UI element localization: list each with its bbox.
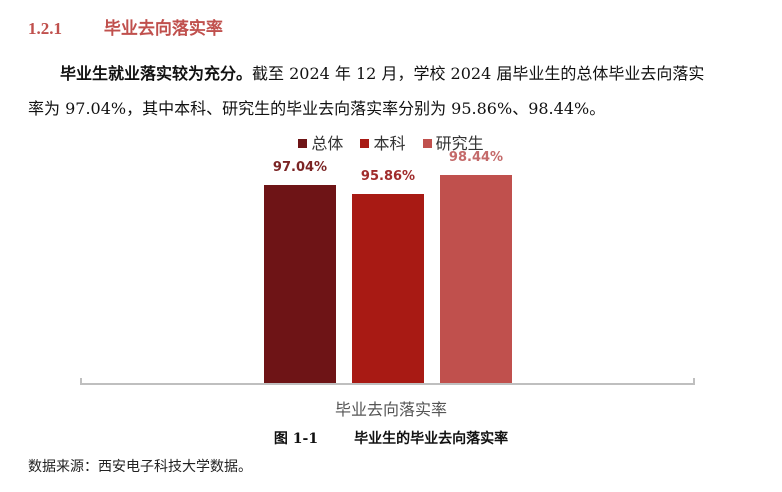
figure-caption: 图 1-1 毕业生的毕业去向落实率 — [0, 428, 782, 448]
section-number: 1.2.1 — [28, 19, 62, 38]
bar-2 — [440, 175, 512, 384]
bar-0 — [264, 185, 336, 384]
paragraph-line-1: 毕业生就业落实较为充分。截至 2024 年 12 月，学校 2024 届毕业生的… — [28, 56, 748, 91]
bar-value-label-2: 98.44% — [448, 150, 504, 165]
legend-label-total: 总体 — [311, 134, 344, 153]
chart-legend: 总体 本科 研究生 — [0, 130, 782, 154]
figure-number: 图 1-1 — [273, 431, 319, 447]
data-source-note: 数据来源：西安电子科技大学数据。 — [28, 459, 252, 475]
section-heading: 1.2.1 毕业去向落实率 — [28, 14, 223, 39]
body-paragraph: 毕业生就业落实较为充分。截至 2024 年 12 月，学校 2024 届毕业生的… — [28, 56, 748, 126]
bar-value-label-0: 97.04% — [272, 160, 328, 175]
legend-label-graduate: 研究生 — [435, 134, 484, 153]
legend-item-total: 总体 — [298, 130, 343, 154]
legend-item-undergrad: 本科 — [360, 130, 406, 154]
legend-swatch-graduate — [422, 139, 432, 148]
x-axis-category-label: 毕业去向落实率 — [334, 400, 447, 419]
paragraph-line-2: 率为 97.04%，其中本科、研究生的毕业去向落实率分别为 95.86%、98.… — [28, 99, 606, 118]
paragraph-lead: 毕业生就业落实较为充分。 — [60, 64, 253, 83]
legend-item-graduate: 研究生 — [422, 130, 484, 154]
x-axis-tick-left — [80, 378, 82, 385]
legend-swatch-undergrad — [360, 139, 370, 148]
section-title: 毕业去向落实率 — [103, 19, 223, 39]
figure-title: 毕业生的毕业去向落实率 — [354, 431, 509, 447]
bar-1 — [352, 194, 424, 384]
x-axis-line — [80, 383, 695, 385]
legend-label-undergrad: 本科 — [373, 134, 406, 153]
bar-value-label-1: 95.86% — [360, 169, 416, 184]
paragraph-line1-text: 截至 2024 年 12 月，学校 2024 届毕业生的总体毕业去向落实 — [252, 64, 705, 83]
x-axis-tick-right — [693, 378, 695, 385]
legend-swatch-total — [298, 139, 308, 148]
